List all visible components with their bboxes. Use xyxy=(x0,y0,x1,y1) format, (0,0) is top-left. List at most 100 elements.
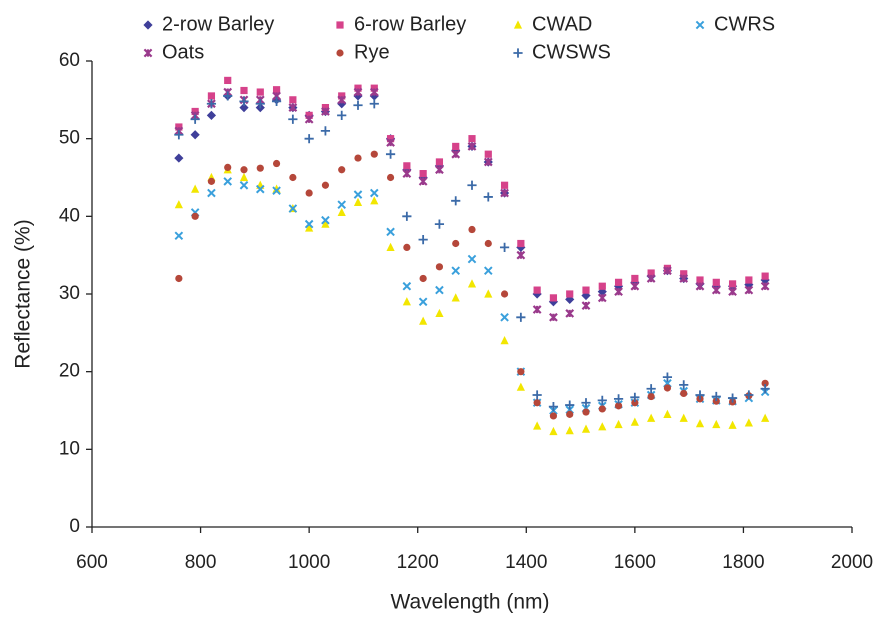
data-point xyxy=(468,135,476,143)
data-point xyxy=(597,293,607,303)
data-point xyxy=(744,285,754,295)
data-point xyxy=(761,413,770,422)
data-point xyxy=(761,379,769,387)
data-point xyxy=(451,196,461,206)
data-point xyxy=(256,164,264,172)
legend-marker xyxy=(513,20,523,29)
data-point xyxy=(174,200,183,209)
data-point xyxy=(175,274,183,283)
data-point xyxy=(239,172,249,182)
data-point xyxy=(582,408,590,416)
data-point xyxy=(337,110,347,120)
data-point xyxy=(354,84,362,92)
data-point xyxy=(597,395,607,406)
data-point xyxy=(224,76,232,85)
data-point xyxy=(565,426,574,435)
data-point xyxy=(614,278,623,286)
y-axis-label: Reflectance (%) xyxy=(12,219,35,368)
data-point xyxy=(565,294,575,305)
y-tick-label: 30 xyxy=(59,283,80,304)
data-point xyxy=(630,281,640,291)
data-point xyxy=(696,276,704,284)
data-point xyxy=(190,130,200,140)
data-point xyxy=(207,188,216,198)
x-axis-label: Wavelength (nm) xyxy=(390,591,549,614)
data-point xyxy=(174,153,184,163)
data-point xyxy=(206,110,217,120)
data-point xyxy=(582,286,590,294)
data-point xyxy=(255,99,265,109)
legend-marker xyxy=(143,20,153,30)
data-point xyxy=(321,107,330,116)
data-point xyxy=(760,281,770,291)
data-point xyxy=(516,382,525,391)
data-point xyxy=(517,239,525,248)
data-point xyxy=(385,149,396,159)
data-point xyxy=(419,274,427,283)
data-point xyxy=(614,402,623,410)
data-point xyxy=(630,277,640,287)
legend-marker xyxy=(695,20,705,30)
data-point xyxy=(647,269,655,277)
data-point xyxy=(712,278,720,286)
data-point xyxy=(484,150,492,158)
data-point xyxy=(566,410,574,418)
data-point xyxy=(745,276,753,284)
data-point xyxy=(207,92,216,100)
data-point xyxy=(402,297,411,306)
data-point xyxy=(760,384,770,394)
data-point xyxy=(695,419,705,428)
data-point xyxy=(728,287,737,297)
legend-marker xyxy=(336,49,344,57)
legend-marker xyxy=(336,21,344,29)
data-point xyxy=(418,172,428,183)
data-point xyxy=(680,389,688,398)
data-point xyxy=(304,114,314,124)
y-tick-label: 20 xyxy=(59,361,80,382)
data-point xyxy=(434,219,445,229)
data-point xyxy=(435,158,444,166)
data-point xyxy=(419,316,428,325)
x-tick-label: 1600 xyxy=(614,552,656,573)
data-point xyxy=(630,392,640,402)
data-point xyxy=(239,103,249,113)
data-point xyxy=(403,162,411,170)
data-point xyxy=(255,184,265,194)
data-point xyxy=(532,305,542,314)
data-point xyxy=(402,281,412,291)
data-point xyxy=(451,149,461,159)
legend-label: CWRS xyxy=(714,13,775,35)
data-point xyxy=(549,294,558,302)
data-point xyxy=(727,393,738,403)
data-point xyxy=(239,96,249,106)
data-point xyxy=(271,96,282,106)
data-point xyxy=(516,250,526,260)
data-point xyxy=(597,287,607,297)
data-point xyxy=(484,289,493,298)
data-point xyxy=(289,173,297,182)
legend-label: Rye xyxy=(354,41,390,63)
data-point xyxy=(174,231,184,241)
data-point xyxy=(239,180,249,190)
data-point xyxy=(320,126,331,136)
data-point xyxy=(483,192,493,202)
data-point xyxy=(353,190,363,199)
data-point xyxy=(191,212,199,220)
data-point xyxy=(761,272,769,280)
data-point xyxy=(711,285,721,295)
legend-label: Oats xyxy=(162,41,204,63)
data-point xyxy=(484,239,492,248)
data-point xyxy=(338,166,346,174)
data-point xyxy=(483,157,493,167)
data-point xyxy=(369,87,379,97)
y-tick-label: 0 xyxy=(69,516,80,537)
data-point xyxy=(712,419,721,429)
y-tick-label: 50 xyxy=(59,128,80,149)
data-point xyxy=(646,384,656,394)
data-point xyxy=(272,159,281,168)
data-point xyxy=(321,215,330,225)
data-point xyxy=(321,181,330,189)
x-tick-label: 600 xyxy=(76,552,108,573)
data-point xyxy=(663,266,672,276)
data-point xyxy=(663,384,672,392)
